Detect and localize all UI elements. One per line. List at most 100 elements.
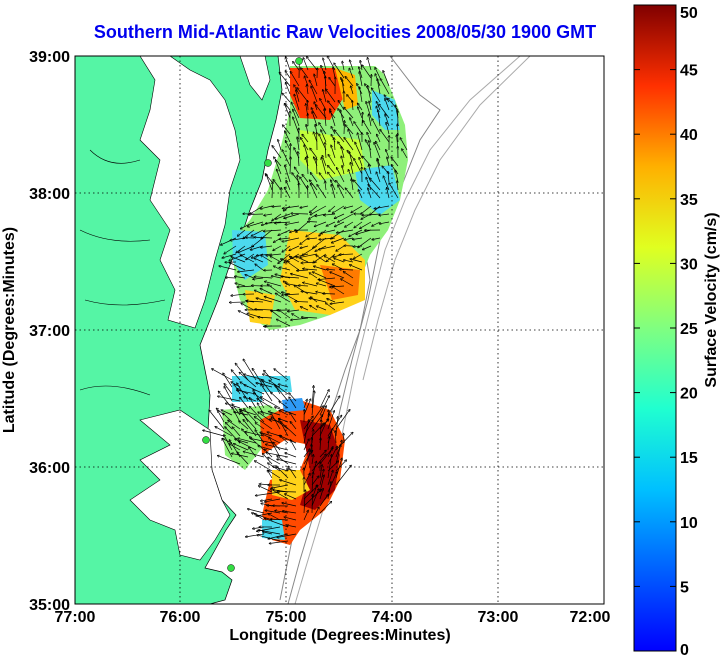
velocity-arrow	[357, 133, 363, 151]
velocity-arrow	[224, 384, 233, 395]
velocity-arrow	[359, 158, 363, 167]
velocity-arrow	[234, 444, 249, 451]
velocity-arrow	[319, 502, 331, 514]
velocity-arrow	[209, 410, 225, 430]
velocity-arrow	[268, 470, 281, 479]
velocity-arrow	[281, 422, 297, 437]
velocity-arrow	[358, 190, 363, 199]
velocity-arrow	[264, 229, 282, 231]
velocity-arrow	[335, 410, 350, 430]
velocity-arrow	[300, 237, 309, 244]
velocity-arrow	[298, 152, 299, 167]
velocity-arrow	[310, 205, 318, 213]
velocity-arrow	[273, 245, 282, 250]
velocity-arrow	[284, 517, 297, 521]
velocity-arrow	[303, 283, 318, 287]
velocity-arrow	[340, 269, 354, 270]
velocity-arrow	[297, 270, 309, 271]
velocity-arrow	[279, 238, 291, 239]
velocity-arrow	[356, 229, 372, 234]
velocity-arrow	[368, 86, 372, 103]
velocity-arrow	[372, 237, 381, 240]
velocity-arrow	[353, 237, 363, 239]
velocity-arrow	[344, 121, 345, 135]
velocity-arrow	[344, 107, 354, 119]
velocity-arrow	[266, 253, 282, 256]
velocity-arrow	[222, 439, 233, 458]
velocity-arrow	[303, 510, 308, 521]
velocity-arrow	[341, 156, 345, 167]
velocity-arrow	[221, 410, 233, 416]
velocity-arrow	[354, 159, 363, 175]
velocity-arrow	[345, 188, 354, 199]
velocity-arrow	[321, 157, 327, 175]
velocity-arrow	[294, 94, 300, 111]
velocity-arrow	[311, 507, 319, 521]
velocity-arrow	[311, 423, 324, 437]
velocity-arrow	[229, 444, 241, 451]
velocity-arrow	[261, 255, 273, 263]
velocity-arrow	[319, 414, 330, 437]
velocity-arrow	[260, 288, 273, 295]
velocity-arrow	[309, 298, 327, 303]
velocity-arrow	[278, 253, 291, 263]
velocity-arrow	[319, 173, 327, 183]
velocity-arrow	[286, 181, 291, 191]
velocity-arrow	[355, 142, 363, 159]
velocity-arrow	[294, 167, 300, 175]
velocity-arrow	[350, 60, 354, 71]
velocity-arrow	[326, 89, 336, 103]
velocity-arrow	[351, 205, 363, 213]
velocity-arrow	[323, 90, 327, 103]
velocity-arrow	[284, 104, 291, 119]
velocity-arrow	[277, 491, 297, 492]
velocity-arrow	[285, 221, 300, 225]
velocity-arrow	[319, 465, 322, 479]
velocity-arrow	[312, 472, 313, 493]
velocity-arrow	[314, 266, 327, 271]
velocity-arrow	[290, 422, 297, 430]
velocity-arrow	[265, 498, 281, 502]
velocity-arrow	[338, 185, 345, 199]
x-tick-label: 77:00	[55, 609, 96, 626]
velocity-arrow	[353, 246, 363, 247]
velocity-arrow	[335, 440, 342, 465]
velocity-arrow	[342, 166, 345, 175]
colorbar-tick-label: 5	[680, 579, 689, 596]
velocity-arrow	[387, 157, 390, 167]
velocity-arrow	[271, 392, 281, 402]
velocity-arrow	[319, 123, 327, 135]
velocity-arrow	[316, 255, 327, 263]
velocity-arrow	[331, 185, 336, 199]
velocity-arrow	[319, 450, 326, 458]
velocity-arrow	[296, 257, 309, 263]
velocity-arrow	[328, 101, 336, 111]
x-tick-label: 75:00	[266, 609, 307, 626]
velocity-arrow	[379, 213, 390, 215]
velocity-arrow	[297, 88, 309, 103]
y-tick-label: 37:00	[29, 323, 70, 340]
velocity-arrow	[337, 229, 354, 233]
velocity-arrow	[306, 125, 309, 135]
velocity-arrow	[317, 306, 327, 311]
velocity-arrow	[283, 205, 291, 211]
velocity-arrow	[320, 438, 321, 451]
colorbar-tick-label: 45	[680, 63, 698, 80]
velocity-arrow	[385, 99, 390, 111]
velocity-arrow	[338, 101, 345, 111]
velocity-arrow	[343, 260, 354, 263]
velocity-arrow	[330, 301, 345, 304]
velocity-arrow	[297, 137, 300, 151]
velocity-arrow	[281, 277, 300, 279]
velocity-arrow	[235, 283, 246, 287]
velocity-arrow	[360, 221, 372, 228]
colorbar-tick-label: 10	[680, 515, 698, 532]
velocity-arrow	[239, 441, 257, 451]
velocity-arrow	[328, 155, 336, 167]
velocity-arrow	[250, 437, 265, 451]
velocity-arrow	[354, 221, 363, 228]
velocity-arrow	[278, 384, 289, 388]
velocity-arrow	[331, 145, 336, 159]
velocity-arrow	[277, 456, 289, 465]
velocity-arrow	[314, 74, 318, 87]
